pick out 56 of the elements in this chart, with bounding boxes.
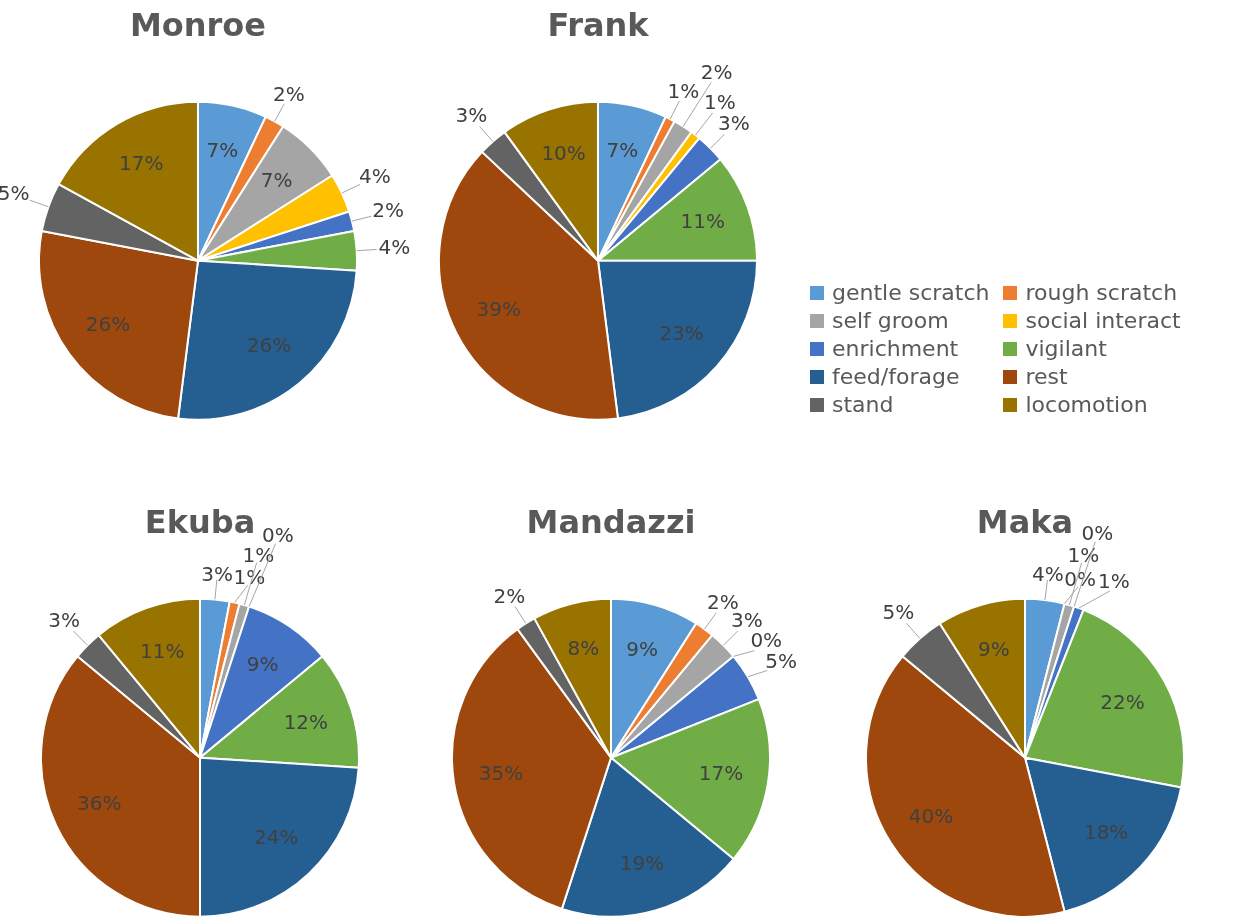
data-label: 24% [253, 825, 299, 850]
chart-title: Ekuba [144, 502, 256, 541]
data-label: 2% [493, 583, 526, 608]
data-label: 4% [358, 163, 391, 188]
data-label: 35% [478, 761, 524, 786]
data-label: 23% [659, 320, 704, 345]
data-label: 9% [626, 637, 658, 662]
data-label: 2% [700, 59, 733, 84]
chart-title: Maka [976, 502, 1074, 541]
data-label: 8% [567, 636, 600, 661]
legend-label: social interact [1025, 308, 1181, 333]
legend-label: gentle scratch [832, 280, 990, 305]
legend-label: stand [832, 392, 894, 417]
legend-label: vigilant [1025, 336, 1107, 361]
data-label: 40% [908, 803, 954, 828]
data-label: 7% [206, 138, 239, 163]
data-label: 2% [273, 81, 305, 106]
data-label: 4% [378, 234, 411, 259]
data-label: 22% [1100, 690, 1145, 715]
data-label: 2% [707, 589, 739, 614]
legend-label: enrichment [832, 336, 959, 361]
legend-label: self groom [832, 308, 949, 333]
legend-label: rest [1025, 364, 1068, 389]
chart-title: Monroe [129, 5, 267, 44]
data-label: 10% [541, 141, 586, 166]
data-label: 36% [77, 791, 122, 816]
data-label: 17% [698, 761, 744, 786]
data-label: 7% [606, 138, 639, 163]
data-label: 17% [119, 151, 164, 176]
data-label: 1% [233, 565, 266, 590]
data-label: 7% [260, 168, 293, 193]
chart-title: Frank [547, 5, 650, 44]
data-label: 3% [201, 562, 234, 587]
chart-title: Mandazzi [526, 502, 696, 541]
data-label: 2% [372, 198, 405, 223]
data-label: 4% [1032, 562, 1064, 587]
data-label: 19% [619, 850, 665, 875]
data-label: 12% [283, 709, 329, 734]
data-label: 39% [476, 297, 522, 322]
data-label: 3% [48, 607, 80, 632]
data-label: 1% [1098, 569, 1130, 594]
data-label: 3% [455, 103, 488, 128]
data-label: 9% [978, 637, 1010, 662]
legend-label: locomotion [1025, 392, 1148, 417]
data-label: 9% [246, 651, 279, 676]
data-label: 26% [246, 332, 292, 357]
text: 0% [1064, 566, 1096, 591]
legend-label: feed/forage [832, 364, 960, 389]
legend-label: rough scratch [1025, 280, 1178, 305]
data-label: 26% [85, 312, 131, 337]
data-label: 5% [0, 180, 30, 205]
data-label: 1% [667, 79, 700, 104]
data-label: 11% [140, 639, 185, 664]
data-label: 5% [882, 600, 915, 625]
data-label: 11% [680, 209, 725, 234]
data-label: 18% [1083, 820, 1129, 845]
